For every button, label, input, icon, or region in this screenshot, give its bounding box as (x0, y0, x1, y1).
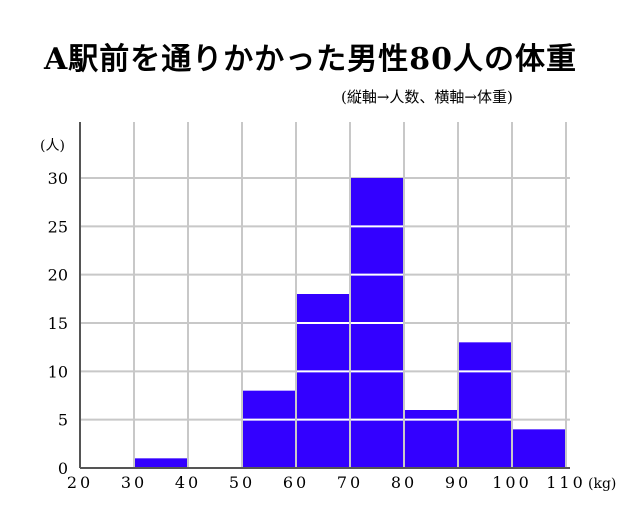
y-tick-label: 0 (58, 459, 68, 478)
histogram-bar (135, 458, 187, 468)
grid-lines (80, 122, 570, 468)
x-tick-label: 90 (445, 473, 471, 492)
histogram-bar (243, 390, 295, 468)
y-tick-label: 20 (48, 266, 68, 285)
x-tick-label: 40 (175, 473, 201, 492)
y-tick-labels: 0 5 10 15 20 25 30 (48, 169, 68, 478)
x-axis-label: (kg) (588, 476, 616, 492)
x-tick-label: 70 (337, 473, 363, 492)
histogram-bar (297, 294, 349, 468)
y-tick-label: 30 (48, 169, 68, 188)
x-tick-label: 50 (229, 473, 255, 492)
y-tick-label: 25 (48, 217, 68, 236)
x-tick-label: 110 (546, 473, 586, 492)
x-tick-label: 100 (492, 473, 532, 492)
y-tick-label: 15 (48, 314, 68, 333)
chart-subtitle: (縦軸→人数、横軸→体重) (341, 88, 513, 106)
x-tick-label: 30 (121, 473, 147, 492)
x-tick-label: 20 (67, 473, 93, 492)
y-tick-label: 10 (48, 362, 68, 381)
histogram-bar (513, 429, 565, 468)
bars (135, 178, 565, 468)
x-tick-label: 80 (391, 473, 417, 492)
axes (79, 122, 570, 469)
y-tick-label: 5 (58, 411, 68, 430)
chart-title: A駅前を通りかかった男性80人の体重 (44, 42, 578, 77)
x-tick-labels: 20 30 40 50 60 70 80 90 100 110 (67, 473, 586, 492)
histogram-bar (459, 342, 511, 468)
y-axis-label: (人) (40, 138, 65, 154)
x-tick-label: 60 (283, 473, 309, 492)
